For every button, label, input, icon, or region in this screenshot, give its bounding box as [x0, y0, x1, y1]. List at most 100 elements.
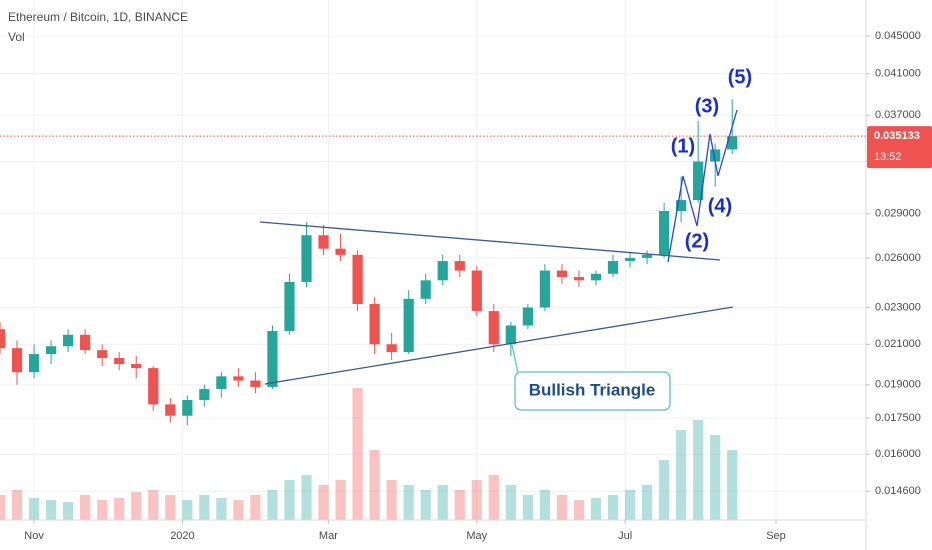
y-tick-label: 0.016000: [875, 448, 921, 460]
volume-bar: [369, 450, 380, 520]
candle-body: [437, 261, 448, 281]
volume-bar: [63, 502, 74, 520]
volume-bar: [693, 420, 704, 520]
volume-bar: [624, 490, 636, 520]
candle-body: [250, 380, 261, 387]
volume-bar: [233, 500, 244, 520]
volume-bar: [45, 500, 57, 520]
candle-body: [556, 270, 568, 278]
y-tick-label: 0.037000: [875, 109, 921, 121]
volume-bar: [335, 480, 346, 520]
candle-body: [727, 136, 738, 150]
volume-bar: [454, 490, 465, 520]
volume-bar: [80, 495, 91, 520]
candle-body: [63, 334, 74, 347]
chart-subtitle: Vol: [8, 30, 25, 44]
candle-body: [522, 307, 533, 326]
y-tick-label: 0.041000: [875, 68, 921, 80]
callout-text: Bullish Triangle: [529, 380, 656, 399]
wave-label: (2): [685, 230, 709, 252]
volume-bar: [114, 498, 125, 520]
volume-bar: [607, 495, 619, 520]
candle-body: [658, 210, 670, 255]
x-tick-label: Jul: [618, 530, 632, 542]
candle-body: [301, 235, 312, 282]
volume-bar: [165, 495, 176, 520]
volume-bar: [28, 498, 40, 520]
candle-body: [97, 350, 108, 359]
volume-bar: [403, 485, 414, 520]
candle-body: [420, 280, 431, 299]
candle-body: [454, 261, 465, 271]
candle-body: [199, 389, 210, 400]
candle-body: [386, 344, 397, 353]
y-tick-label: 0.017500: [875, 412, 921, 424]
candle-body: [352, 254, 363, 305]
candle-body: [148, 368, 159, 405]
candle-body: [403, 298, 414, 353]
y-tick-label: 0.026000: [875, 252, 921, 264]
volume-bar: [216, 498, 227, 520]
volume: [0, 388, 738, 520]
candles: [0, 99, 738, 426]
volume-bar: [131, 492, 142, 520]
volume-bar: [97, 500, 108, 520]
x-tick-label: 2020: [170, 530, 194, 542]
candle-body: [267, 331, 278, 387]
volume-bar: [182, 500, 193, 520]
x-tick-label: Nov: [24, 530, 44, 542]
x-tick-label: Mar: [319, 530, 338, 542]
last-price-label: 0.035133: [874, 130, 920, 142]
wave-line: [667, 109, 738, 263]
volume-bar: [727, 450, 738, 520]
volume-bar: [199, 495, 210, 520]
volume-bar: [539, 490, 551, 520]
candle-body: [505, 325, 516, 345]
candle-body: [0, 329, 6, 349]
candle-body: [369, 304, 380, 345]
candle-body: [488, 311, 499, 345]
volume-bar: [676, 430, 687, 520]
y-tick-label: 0.014600: [875, 485, 921, 497]
y-tick-label: 0.023000: [875, 301, 921, 313]
volume-bar: [471, 480, 482, 520]
volume-bar: [522, 495, 533, 520]
volume-bar: [573, 500, 585, 520]
volume-bar: [318, 485, 329, 520]
volume-bar: [420, 490, 431, 520]
candle-body: [573, 277, 585, 281]
candle-body: [45, 346, 57, 355]
candle-body: [641, 254, 653, 258]
x-tick-label: May: [466, 530, 487, 542]
candle-body: [693, 161, 704, 201]
volume-bar: [148, 490, 159, 520]
candle-body: [216, 376, 227, 390]
candle-body: [114, 358, 125, 365]
volume-bar: [488, 475, 499, 520]
y-tick-label: 0.045000: [875, 30, 921, 42]
candle-body: [182, 399, 193, 416]
volume-bar: [590, 498, 602, 520]
grid: [0, 0, 866, 520]
last-price-tag: [867, 126, 932, 169]
volume-bar: [11, 490, 23, 520]
candle-body: [318, 235, 329, 249]
candle-body: [607, 261, 619, 274]
candle-body: [131, 364, 142, 369]
volume-bar: [641, 485, 653, 520]
candle-body: [233, 376, 244, 381]
volume-bar: [437, 485, 448, 520]
triangle-upper-line: [259, 221, 721, 261]
callout-box: [514, 371, 671, 411]
countdown: 13:52: [874, 151, 902, 163]
candle-body: [590, 273, 602, 281]
volume-bar: [267, 490, 278, 520]
volume-bar: [284, 480, 295, 520]
y-tick-label: 0.019000: [875, 379, 921, 391]
wave-label: (4): [708, 195, 732, 217]
wave-label: (5): [728, 66, 752, 88]
candle-body: [11, 348, 23, 373]
axes: 0.0450000.0410000.0370000.0330000.029000…: [0, 30, 932, 542]
